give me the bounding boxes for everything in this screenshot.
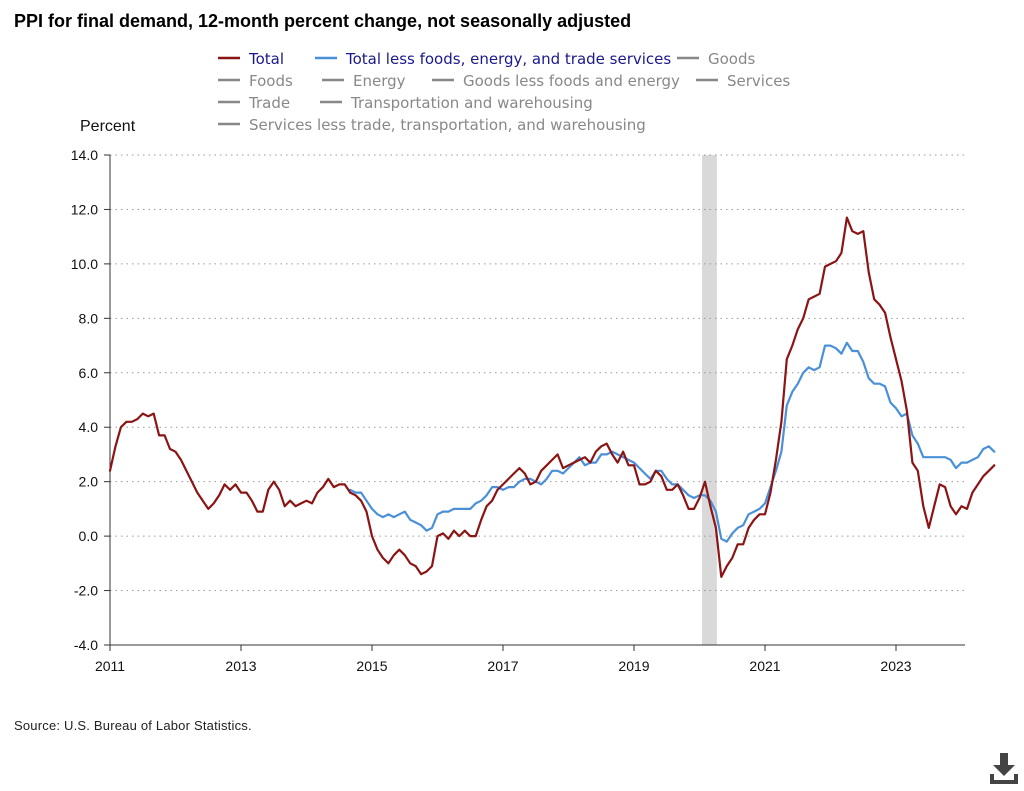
legend: Total Total less foods, energy, and trade… bbox=[218, 50, 790, 134]
legend-item[interactable]: Services less trade, transportation, and… bbox=[218, 116, 646, 134]
y-tick-label: 12.0 bbox=[71, 201, 98, 217]
legend-label: Transportation and warehousing bbox=[350, 94, 593, 112]
series-layer bbox=[108, 216, 996, 579]
recession-layer bbox=[701, 155, 717, 645]
y-tick-label: 8.0 bbox=[79, 310, 99, 326]
x-tick-label: 2023 bbox=[880, 658, 911, 674]
y-tick-label: 2.0 bbox=[79, 474, 99, 490]
y-tick-label: 0.0 bbox=[79, 528, 99, 544]
x-tick-label: 2015 bbox=[356, 658, 387, 674]
download-button[interactable] bbox=[986, 750, 1022, 786]
legend-item[interactable]: Transportation and warehousing bbox=[320, 94, 593, 112]
recession-band bbox=[701, 155, 717, 645]
y-tick-label: -2.0 bbox=[74, 583, 98, 599]
x-tick-label: 2021 bbox=[749, 658, 780, 674]
x-tick-label: 2013 bbox=[225, 658, 256, 674]
legend-label: Total bbox=[248, 50, 284, 68]
series-line-core bbox=[349, 341, 996, 543]
chart-title: PPI for final demand, 12-month percent c… bbox=[14, 11, 632, 31]
y-tick-label: 4.0 bbox=[79, 419, 99, 435]
legend-label: Foods bbox=[249, 72, 293, 90]
legend-item[interactable]: Services bbox=[696, 72, 790, 90]
chart: Total Total less foods, energy, and trade… bbox=[71, 50, 996, 674]
legend-label: Total less foods, energy, and trade serv… bbox=[345, 50, 671, 68]
legend-label: Trade bbox=[248, 94, 290, 112]
x-tick-label: 2017 bbox=[487, 658, 518, 674]
y-tick-label: 10.0 bbox=[71, 256, 98, 272]
legend-item[interactable]: Total less foods, energy, and trade serv… bbox=[315, 50, 671, 68]
axis-layer: 14.0 12.0 10.0 8.0 6.0 4.0 2.0 0.0 -2.0 -4.0 2011 2… bbox=[71, 147, 965, 674]
y-tick-label: 14.0 bbox=[71, 147, 98, 163]
y-axis-label: Percent bbox=[80, 118, 136, 135]
legend-item[interactable]: Foods bbox=[218, 72, 293, 90]
y-tick-label: 6.0 bbox=[79, 365, 99, 381]
legend-item[interactable]: Total bbox=[218, 50, 284, 68]
legend-item[interactable]: Goods bbox=[677, 50, 755, 68]
grid-layer bbox=[110, 154, 965, 592]
y-tick-label: -4.0 bbox=[74, 637, 98, 653]
x-tick-label: 2011 bbox=[95, 658, 125, 674]
legend-label: Services bbox=[727, 72, 790, 90]
source-note: Source: U.S. Bureau of Labor Statistics. bbox=[14, 718, 252, 733]
legend-item[interactable]: Energy bbox=[322, 72, 406, 90]
legend-item[interactable]: Goods less foods and energy bbox=[432, 72, 680, 90]
series-line-total bbox=[108, 216, 996, 579]
download-icon bbox=[990, 753, 1018, 784]
legend-label: Services less trade, transportation, and… bbox=[249, 116, 646, 134]
legend-label: Goods less foods and energy bbox=[463, 72, 680, 90]
legend-label: Energy bbox=[353, 72, 406, 90]
x-tick-label: 2019 bbox=[618, 658, 649, 674]
legend-item[interactable]: Trade bbox=[218, 94, 290, 112]
legend-label: Goods bbox=[708, 50, 755, 68]
